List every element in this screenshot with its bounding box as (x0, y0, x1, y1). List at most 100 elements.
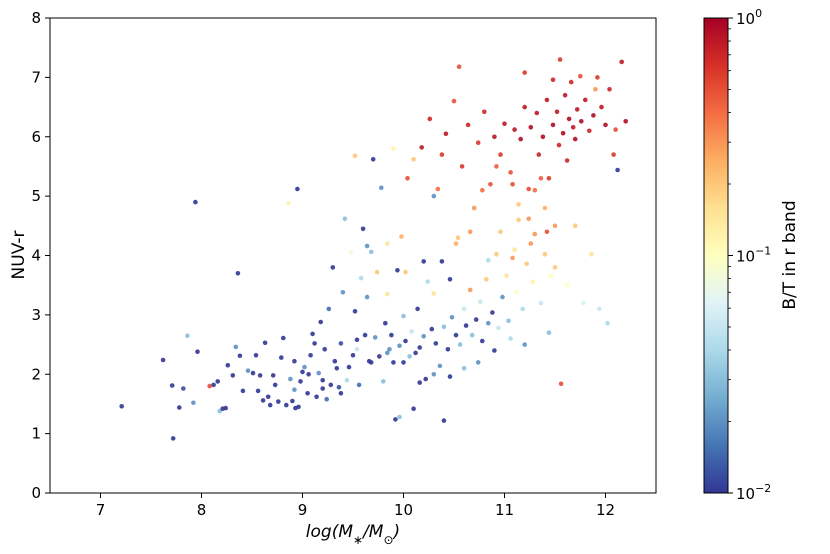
scatter-point (322, 347, 328, 352)
scatter-point (534, 110, 540, 116)
scatter-point (338, 391, 344, 396)
scatter-point (368, 360, 374, 365)
scatter-point (433, 341, 439, 346)
scatter-point (389, 332, 394, 338)
scatter-point (270, 373, 276, 378)
scatter-point (395, 268, 400, 273)
scatter-point (235, 271, 241, 276)
scatter-point (324, 396, 330, 402)
scatter-point (439, 259, 445, 264)
scatter-point (391, 146, 396, 151)
scatter-point (530, 279, 536, 284)
scatter-point (288, 376, 293, 382)
scatter-point (405, 176, 410, 181)
scatter-point (455, 235, 461, 240)
scatter-point (326, 306, 332, 312)
scatter-point (279, 355, 284, 360)
scatter-point (587, 128, 592, 134)
x-axis-label-mid: /M (361, 522, 384, 542)
scatter-point (170, 436, 176, 441)
y-axis-label: NUV-r (9, 231, 29, 280)
scatter-point (548, 273, 554, 279)
x-axis-label-pre: log(M (306, 522, 354, 542)
scatter-point (490, 310, 495, 315)
scatter-point (397, 343, 402, 349)
scatter-point (623, 119, 628, 124)
scatter-point (554, 109, 560, 115)
scatter-point (538, 176, 544, 181)
x-axis-label-sub2: ⊙ (383, 533, 393, 547)
scatter-point (522, 342, 527, 347)
scatter-point (233, 344, 239, 350)
scatter-point (211, 382, 216, 388)
scatter-point (615, 167, 620, 173)
scatter-point (383, 320, 388, 326)
scatter-point (471, 205, 477, 211)
scatter-point (579, 119, 584, 124)
scatter-point (542, 252, 548, 257)
scatter-point (403, 269, 408, 275)
scatter-point (350, 353, 356, 358)
scatter-point (225, 363, 231, 368)
scatter-point (544, 229, 550, 235)
scatter-point (496, 325, 501, 331)
scatter-point (538, 300, 544, 306)
scatter-point (492, 348, 497, 353)
scatter-point (447, 277, 453, 282)
scatter-point (237, 353, 243, 359)
scatter-point (272, 382, 278, 388)
scatter-point (611, 152, 616, 157)
scatter-point (605, 320, 610, 326)
colorbar-tick-exp: −2 (755, 482, 771, 495)
scatter-point (370, 157, 376, 162)
scatter-point (526, 216, 531, 221)
scatter-point (456, 64, 462, 69)
scatter-point (578, 73, 583, 79)
scatter-point (399, 234, 404, 239)
scatter-point (619, 59, 624, 65)
scatter-point (540, 134, 546, 140)
y-tick-label: 1 (31, 425, 41, 443)
scatter-point (302, 364, 307, 370)
scatter-point (528, 241, 534, 246)
scatter-point (526, 186, 531, 192)
scatter-point (453, 332, 459, 338)
scatter-point (401, 313, 406, 319)
scatter-point (502, 121, 507, 126)
plot-background (50, 18, 656, 493)
scatter-point (177, 405, 182, 410)
scatter-point (459, 164, 465, 169)
scatter-point (195, 349, 200, 355)
scatter-point (488, 182, 493, 187)
scatter-point (546, 330, 552, 336)
scatter-point (193, 199, 198, 205)
scatter-point (465, 122, 471, 128)
y-tick-label: 0 (31, 484, 41, 502)
scatter-point (354, 337, 360, 343)
scatter-point (320, 377, 326, 383)
scatter-point (348, 250, 354, 255)
scatter-point (431, 372, 437, 377)
scatter-point (385, 291, 390, 297)
colorbar-tick-base: 10 (736, 10, 755, 28)
scatter-point (591, 113, 596, 118)
scatter-point (336, 385, 342, 390)
scatter-point (374, 269, 380, 275)
scatter-point (191, 400, 196, 406)
scatter-point (316, 370, 322, 376)
scatter-point (334, 366, 340, 371)
scatter-point (292, 387, 297, 393)
scatter-point (240, 388, 246, 394)
scatter-point (536, 152, 542, 157)
y-tick-label: 4 (31, 247, 41, 265)
scatter-point (427, 116, 433, 122)
scatter-point (185, 333, 190, 339)
scatter-point (340, 290, 346, 295)
scatter-point (467, 287, 473, 293)
scatter-point (403, 338, 408, 344)
y-tick-label: 7 (31, 68, 41, 86)
scatter-point (397, 414, 402, 420)
scatter-point (362, 332, 368, 338)
scatter-point (379, 185, 384, 191)
